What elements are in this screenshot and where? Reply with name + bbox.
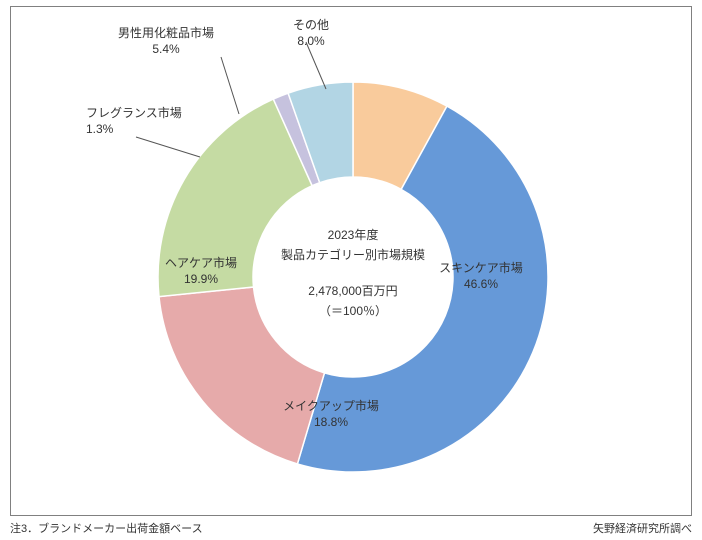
source-right: 矢野経済研究所調べ: [593, 520, 692, 536]
slice-pct-5: 5.4%: [152, 42, 180, 56]
leader-0: [306, 42, 326, 89]
center-line-2: 製品カテゴリー別市場規模: [281, 247, 425, 262]
slice-label-3: ヘアケア市場: [165, 255, 237, 270]
slice-label-1: スキンケア市場: [439, 260, 523, 275]
donut-chart-svg: その他 8.0% スキンケア市場 46.6% メイクアップ市場 18.8% ヘアケア市場 19…: [11, 7, 693, 517]
slice-label-4: フレグランス市場: [86, 105, 182, 120]
leader-5: [221, 57, 239, 114]
slice-pct-3: 19.9%: [184, 272, 218, 286]
center-text-group: 2023年度製品カテゴリー別市場規模 2,478,000百万円 （＝100％）: [281, 227, 425, 318]
slice-2: [159, 287, 325, 464]
slice-pct-1: 46.6%: [464, 277, 498, 291]
center-line-1: 2023年度: [328, 227, 379, 242]
footer: 注3．ブランドメーカー出荷金額ベース 矢野経済研究所調べ: [10, 520, 692, 536]
slice-pct-0: 8.0%: [297, 34, 325, 48]
center-line-4: （＝100％）: [319, 304, 387, 318]
center-line-3: 2,478,000百万円: [308, 284, 397, 298]
slice-label-5: 男性用化粧品市場: [118, 25, 214, 40]
slice-pct-2: 18.8%: [314, 415, 348, 429]
leader-4: [136, 137, 200, 157]
footnote-left: 注3．ブランドメーカー出荷金額ベース: [10, 520, 203, 536]
slice-pct-4: 1.3%: [86, 122, 114, 136]
slice-label-0: その他: [293, 18, 329, 32]
chart-frame: その他 8.0% スキンケア市場 46.6% メイクアップ市場 18.8% ヘアケア市場 19…: [10, 6, 692, 516]
slice-label-2: メイクアップ市場: [283, 398, 379, 413]
